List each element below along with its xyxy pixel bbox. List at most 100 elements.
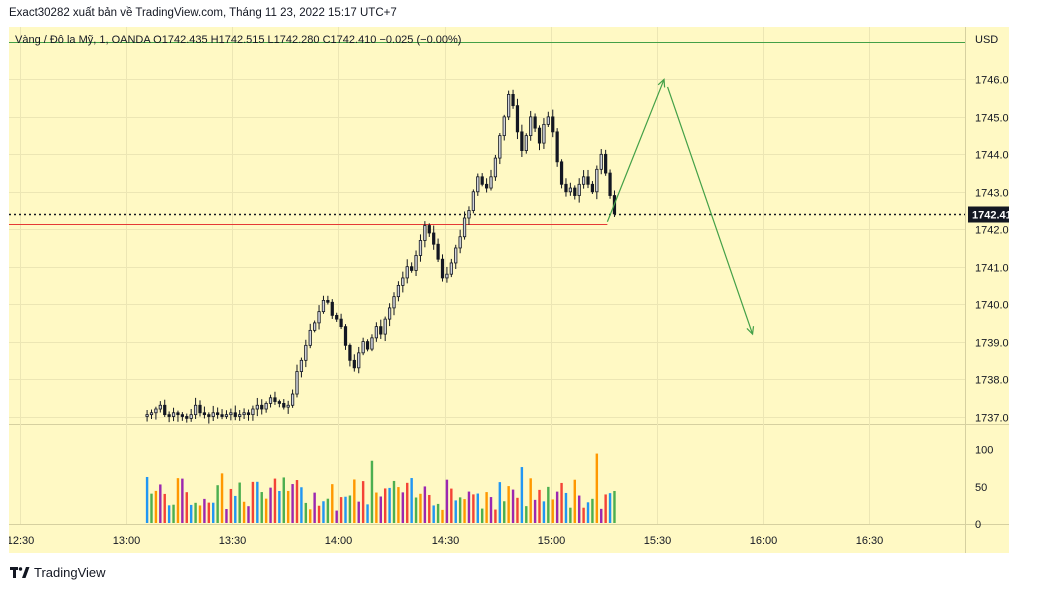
candle-body: [568, 187, 572, 193]
volume-bar: [511, 489, 515, 523]
candle-body: [458, 236, 462, 249]
candle-body: [440, 258, 445, 279]
volume-bar: [485, 492, 488, 523]
axis-labels: 12:30 13:00 13:30 14:00 14:30 15:00 15:30 16:00…: [9, 75, 1009, 547]
volume-bar: [458, 497, 462, 523]
price-tick-label: 1743.000: [975, 188, 1009, 200]
candle-body: [238, 414, 242, 417]
candle-body: [189, 414, 193, 419]
volume-bar: [300, 487, 303, 523]
volume-bar: [494, 509, 497, 523]
candle-body: [520, 131, 524, 151]
chart-svg[interactable]: 12:30 13:00 13:30 14:00 14:30 15:00 15:30 16:00…: [9, 27, 1009, 553]
volume-bar: [436, 503, 440, 523]
volume-bar: [613, 490, 616, 523]
candle-body: [542, 123, 546, 144]
chart-area[interactable]: 12:30 13:00 13:30 14:00 14:30 15:00 15:30 16:00…: [9, 27, 1009, 553]
volume-bar: [498, 482, 502, 523]
volume-bar: [419, 493, 422, 523]
volume-bar: [344, 496, 347, 523]
volume-bar: [441, 509, 444, 523]
candle-body: [396, 285, 401, 298]
volume-bar: [273, 478, 277, 523]
time-tick-label: 13:30: [219, 535, 247, 547]
volume-bar: [533, 499, 537, 523]
candle-body: [216, 412, 220, 416]
volume-bar: [383, 488, 387, 523]
candle-body: [290, 393, 295, 406]
candle-body: [246, 412, 251, 416]
volume-bar: [159, 484, 162, 523]
volume-bar: [507, 486, 510, 523]
candle-body: [493, 157, 498, 178]
volume-bar: [410, 478, 413, 523]
candle-body: [317, 311, 321, 324]
volume-bar: [181, 478, 184, 523]
candle-body: [339, 318, 343, 328]
candle-body: [352, 359, 356, 369]
price-tick-label: 1744.000: [975, 150, 1009, 162]
volume-bar: [256, 481, 259, 523]
candle-body: [590, 183, 595, 193]
candle-body: [198, 404, 202, 414]
volume-bar: [212, 502, 215, 523]
candle-body: [586, 176, 590, 185]
candle-body: [335, 314, 339, 320]
candle-body: [515, 105, 520, 133]
volume-bar: [569, 507, 572, 523]
candle-body: [445, 273, 449, 279]
current-price-badge: [968, 206, 1009, 223]
volume-bar: [560, 482, 563, 523]
price-tick-label: 1737.000: [975, 413, 1009, 425]
volume-bar: [198, 505, 202, 523]
candle-body: [418, 240, 423, 256]
trend-arrow-line: [606, 79, 665, 222]
time-tick-label: 16:00: [750, 535, 778, 547]
candle-body: [599, 153, 603, 170]
candle-body: [529, 116, 533, 137]
volume-bar: [516, 497, 519, 523]
volume-bar: [608, 493, 612, 523]
candle-body: [387, 307, 392, 320]
volume-bar: [397, 487, 400, 523]
volume-tick-label: 100: [975, 445, 993, 457]
candle-body: [255, 404, 259, 410]
candle-body: [154, 408, 158, 414]
candle-body: [436, 243, 440, 260]
volume-bar: [586, 502, 590, 523]
price-legend: Vàng / Đô la Mỹ, 1, OANDA O1742.435 H174…: [15, 34, 461, 46]
volume-bar: [189, 504, 193, 523]
time-tick-label: 12:30: [9, 535, 34, 547]
volume-bar: [291, 484, 294, 523]
candle-body: [577, 183, 581, 196]
volume-bar: [564, 492, 568, 523]
candle-body: [401, 277, 405, 286]
volume-bar: [529, 478, 532, 523]
volume-bar: [476, 493, 479, 523]
candle-body: [454, 247, 458, 264]
candle-body: [551, 116, 555, 133]
candle-body: [564, 183, 568, 193]
volume-bar: [264, 498, 268, 523]
candle-body: [410, 266, 414, 271]
candle-body: [462, 217, 467, 238]
volume-bar: [176, 478, 180, 523]
time-tick-label: 15:00: [538, 535, 566, 547]
volume-bar: [220, 473, 224, 523]
candle-body: [546, 116, 550, 125]
candle-body: [467, 210, 471, 219]
candle-body: [595, 168, 599, 193]
volume-bar: [322, 501, 325, 523]
time-tick-label: 14:00: [325, 535, 353, 547]
volume-bar: [604, 494, 607, 523]
volume-bar: [423, 486, 427, 523]
volume-bar: [326, 498, 330, 523]
candle-body: [361, 341, 365, 354]
candle-body: [379, 326, 383, 335]
candle-body: [507, 94, 511, 118]
candle-body: [581, 176, 586, 185]
time-tick-label: 16:30: [856, 535, 884, 547]
volume-bar: [547, 486, 550, 523]
candle-body: [449, 262, 453, 275]
candle-body: [573, 187, 577, 196]
